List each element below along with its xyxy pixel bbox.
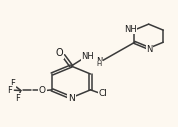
Text: NH: NH <box>124 25 137 34</box>
Text: NH: NH <box>81 52 94 61</box>
Text: F: F <box>7 86 12 95</box>
Text: N: N <box>96 57 103 66</box>
Text: F: F <box>15 94 20 103</box>
Text: O: O <box>56 48 63 58</box>
Text: H: H <box>97 61 102 67</box>
Text: Cl: Cl <box>99 89 108 98</box>
Text: N: N <box>146 45 153 54</box>
Text: O: O <box>39 86 46 95</box>
Text: F: F <box>10 79 15 88</box>
Text: N: N <box>68 94 75 103</box>
